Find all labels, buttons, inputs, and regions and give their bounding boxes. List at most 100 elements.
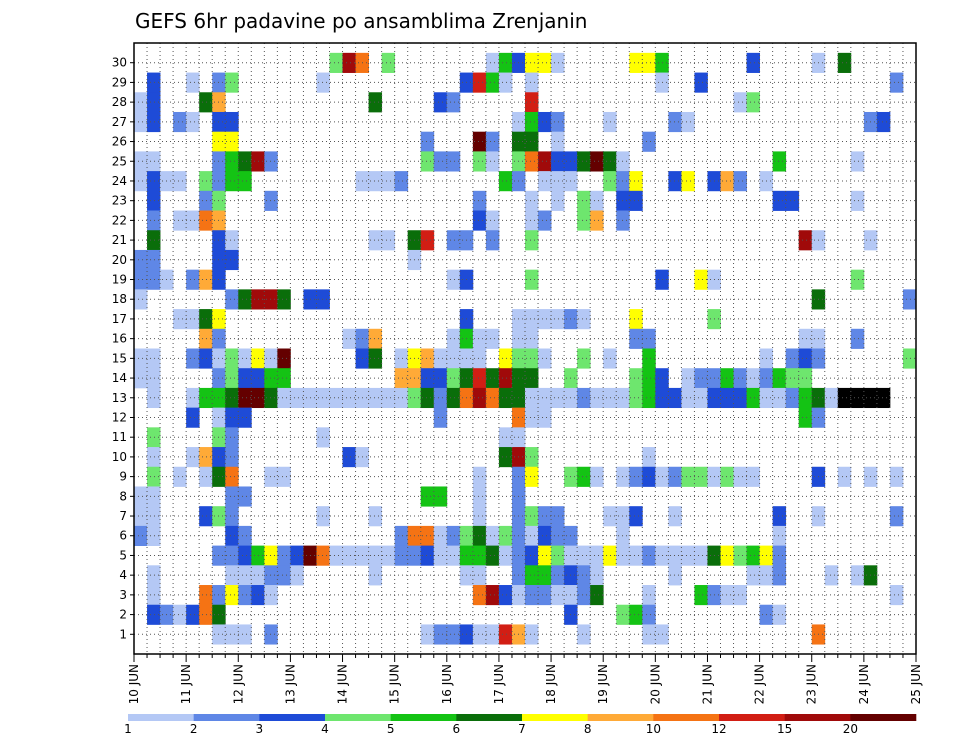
heatmap-cell <box>485 210 500 231</box>
heatmap-cell <box>746 368 760 389</box>
heatmap-cell <box>225 486 239 507</box>
heatmap-cell <box>498 447 513 468</box>
heatmap-cell <box>264 585 278 606</box>
heatmap-cell <box>472 387 487 409</box>
heatmap-cell <box>446 328 461 349</box>
y-tick-label: 1 <box>119 627 127 641</box>
heatmap-cell <box>420 545 435 566</box>
colorbar-swatch <box>128 714 194 721</box>
heatmap-cell <box>147 348 161 369</box>
heatmap-cell <box>186 604 200 625</box>
heatmap-cell <box>525 52 539 73</box>
y-tick-label: 5 <box>119 548 127 562</box>
heatmap-cell <box>394 348 409 369</box>
heatmap-cell <box>772 151 787 172</box>
heatmap-cell <box>290 387 304 409</box>
heatmap-cell <box>498 545 513 566</box>
y-tick-label: 7 <box>119 509 127 523</box>
heatmap-cell <box>498 427 513 448</box>
heatmap-cell <box>264 565 278 586</box>
heatmap-cell <box>394 525 409 546</box>
heatmap-cell <box>238 151 252 172</box>
heatmap-cell <box>525 111 539 133</box>
heatmap-cell <box>772 368 787 389</box>
heatmap-cell <box>603 111 617 133</box>
heatmap-cell <box>629 387 643 409</box>
heatmap-cell <box>147 151 161 172</box>
heatmap-cell <box>642 52 656 73</box>
heatmap-cell <box>720 171 734 192</box>
heatmap-cell <box>472 545 487 566</box>
x-tick-label: 18 JUN <box>544 664 558 704</box>
heatmap-cell <box>134 506 148 527</box>
heatmap-cell <box>134 289 148 310</box>
y-tick-label: 6 <box>119 529 127 543</box>
heatmap-cell <box>694 387 708 409</box>
heatmap-cell <box>199 269 213 290</box>
heatmap-cell <box>785 387 800 409</box>
y-tick-label: 26 <box>112 135 127 149</box>
heatmap-cell <box>394 387 409 409</box>
heatmap-cell <box>433 92 448 113</box>
colorbar-swatch <box>784 714 851 721</box>
heatmap-cell <box>525 585 539 606</box>
heatmap-cell <box>668 171 682 192</box>
heatmap-cell <box>446 525 461 546</box>
heatmap-cell <box>590 387 604 409</box>
y-tick-label: 18 <box>112 292 127 306</box>
heatmap-cell <box>733 585 747 606</box>
heatmap-cell <box>264 545 278 566</box>
heatmap-cell <box>681 368 695 389</box>
heatmap-cell <box>668 506 682 527</box>
heatmap-cell <box>525 72 539 93</box>
heatmap-cell <box>225 171 239 192</box>
heatmap-cell <box>551 171 565 192</box>
heatmap-cell <box>238 171 252 192</box>
y-tick-label: 17 <box>112 312 127 326</box>
colorbar-swatch <box>522 714 588 721</box>
heatmap-cell <box>525 387 539 409</box>
heatmap-cell <box>538 506 552 527</box>
colorbar-swatch <box>325 714 391 721</box>
heatmap-cell <box>225 407 239 428</box>
heatmap-cell <box>694 72 708 93</box>
colorbar-swatch <box>390 714 457 721</box>
heatmap-cell <box>173 466 187 487</box>
heatmap-cell <box>225 131 239 152</box>
heatmap-cell <box>199 466 213 487</box>
heatmap-cell <box>264 151 278 172</box>
heatmap-cell <box>472 525 487 546</box>
heatmap-cell <box>577 585 591 606</box>
heatmap-cell <box>147 368 161 389</box>
heatmap-cell <box>290 565 304 586</box>
heatmap-cell <box>420 368 435 389</box>
heatmap-cell <box>824 387 839 409</box>
heatmap-cell <box>264 387 278 409</box>
heatmap-cell <box>525 190 539 211</box>
heatmap-cell <box>147 466 161 487</box>
heatmap-cell <box>590 565 604 586</box>
heatmap-cell <box>603 506 617 527</box>
heatmap-cell <box>746 466 760 487</box>
heatmap-cell <box>368 387 383 409</box>
heatmap-cell <box>850 565 865 586</box>
heatmap-cell <box>485 151 500 172</box>
heatmap-cell <box>199 506 213 527</box>
heatmap-cell <box>173 309 187 330</box>
heatmap-cell <box>368 171 383 192</box>
x-tick-label: 13 JUN <box>283 664 297 704</box>
heatmap-cell <box>603 545 617 566</box>
heatmap-cell <box>551 151 565 172</box>
heatmap-cell <box>134 486 148 507</box>
heatmap-cell <box>850 387 865 409</box>
heatmap-cell <box>433 545 448 566</box>
heatmap-cell <box>551 190 565 211</box>
heatmap-cell <box>316 506 330 527</box>
heatmap-cell <box>525 131 539 152</box>
heatmap-cell <box>525 230 539 251</box>
heatmap-cell <box>147 565 161 586</box>
heatmap-cell <box>642 368 656 389</box>
heatmap-cell <box>772 525 787 546</box>
heatmap-cell <box>837 466 852 487</box>
heatmap-cell <box>485 131 500 152</box>
